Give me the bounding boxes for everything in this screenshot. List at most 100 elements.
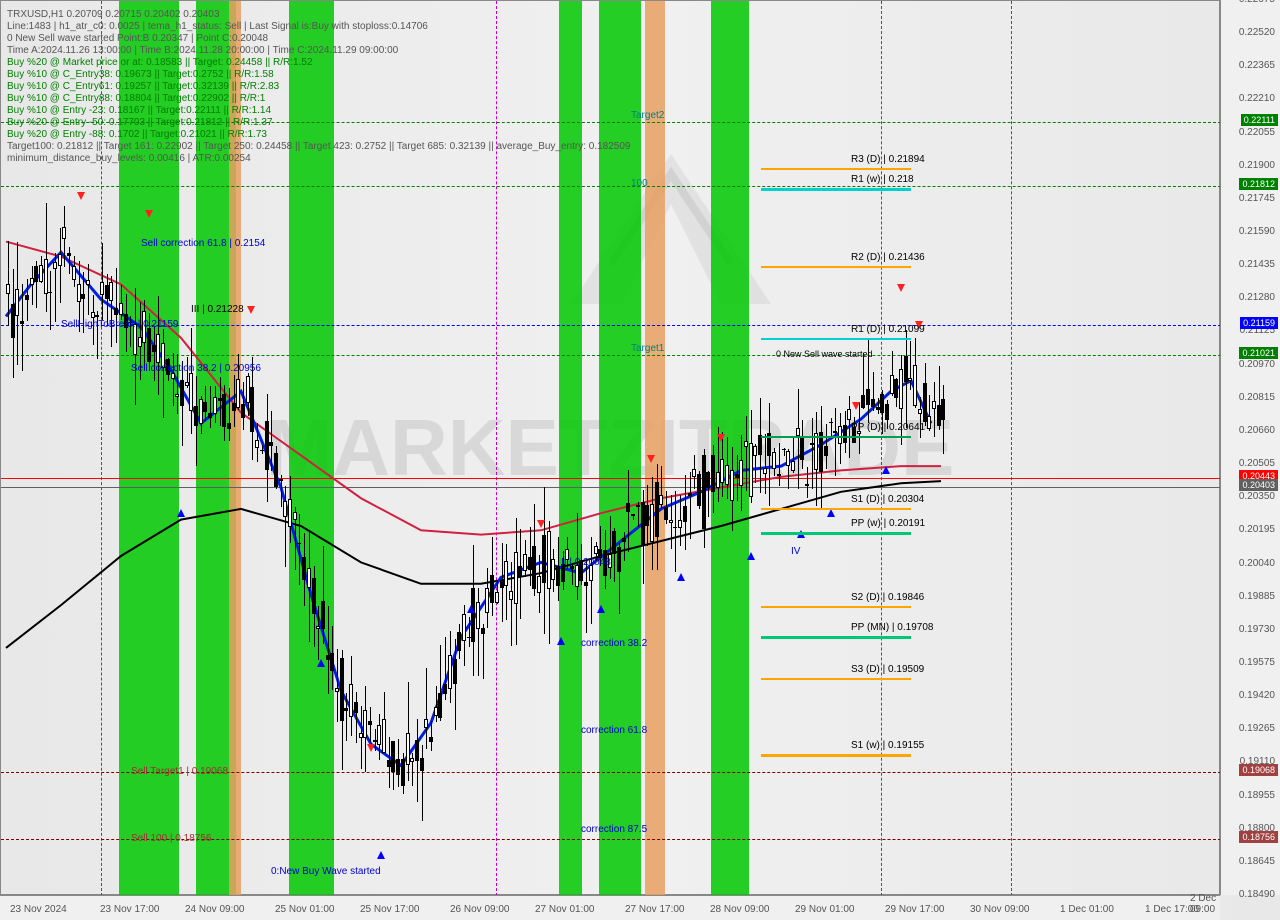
signal-arrow: [597, 605, 605, 613]
chart-annotation: 0:New Buy Wave started: [271, 866, 381, 877]
y-axis-label: 0.19730: [1239, 624, 1275, 635]
pivot-line: [761, 338, 911, 340]
price-tag: 0.21159: [1240, 317, 1278, 329]
info-line: 0 New Sell wave started Point:B 0.20347 …: [7, 33, 268, 44]
pivot-label: R1 (D) | 0.21099: [851, 324, 925, 335]
signal-arrow: [852, 402, 860, 410]
chart-annotation: correction 61.8: [581, 725, 647, 736]
y-axis-label: 0.20505: [1239, 458, 1275, 469]
signal-arrow: [882, 466, 890, 474]
pivot-label: R1 (w) | 0.218: [851, 174, 914, 185]
info-line: Buy %10 @ C_Entry88: 0.18804 || Target:0…: [7, 93, 265, 104]
x-axis-label: 2 Dec 09:00: [1190, 893, 1220, 915]
signal-arrow: [537, 520, 545, 528]
y-axis-label: 0.20970: [1239, 359, 1275, 370]
x-axis-label: 25 Nov 01:00: [275, 904, 335, 915]
horizontal-line: [1, 487, 1221, 488]
info-line: Line:1483 | h1_atr_c0: 0.0025 | tema_h1_…: [7, 21, 428, 32]
y-axis-label: 0.20660: [1239, 425, 1275, 436]
pivot-label: S2 (D) | 0.19846: [851, 592, 924, 603]
pivot-line: [761, 508, 911, 510]
price-tag: 0.19068: [1239, 764, 1278, 776]
x-axis-label: 27 Nov 01:00: [535, 904, 595, 915]
info-line: Target100: 0.21812 || Target 161: 0.2290…: [7, 141, 631, 152]
y-axis-label: 0.19885: [1239, 591, 1275, 602]
info-line: Buy %20 @ Market price or at: 0.18583 ||…: [7, 57, 313, 68]
pivot-label: PP (MN) | 0.19708: [851, 622, 933, 633]
y-axis-label: 0.21280: [1239, 292, 1275, 303]
hline-label: Target1: [631, 343, 664, 354]
chart-annotation: SellHighToBreak | 0.21159: [61, 319, 179, 330]
pivot-line: [761, 436, 911, 438]
x-axis-label: 28 Nov 09:00: [710, 904, 770, 915]
signal-arrow: [557, 637, 565, 645]
y-axis: 0.226750.225200.223650.222100.220550.219…: [1220, 0, 1280, 895]
y-axis-label: 0.19420: [1239, 690, 1275, 701]
pivot-line: [761, 168, 911, 170]
pivot-label: R2 (D) | 0.21436: [851, 252, 925, 263]
y-axis-label: 0.18955: [1239, 790, 1275, 801]
info-line: Buy %20 @ Entry -88: 0.1702 || Target:0.…: [7, 129, 267, 140]
pivot-line: [761, 532, 911, 535]
info-line: Buy %10 @ Entry -23: 0.18167 || Target:0…: [7, 105, 271, 116]
chart-annotation: III | 0.21228: [191, 304, 244, 315]
y-axis-label: 0.20195: [1239, 524, 1275, 535]
signal-arrow: [177, 509, 185, 517]
x-axis-label: 30 Nov 09:00: [970, 904, 1030, 915]
signal-arrow: [717, 434, 725, 442]
green-zone: [289, 1, 334, 896]
pivot-label: S1 (D) | 0.20304: [851, 494, 924, 505]
signal-arrow: [377, 851, 385, 859]
horizontal-line: [1, 478, 1221, 479]
y-axis-label: 0.19265: [1239, 723, 1275, 734]
signal-arrow: [77, 192, 85, 200]
vertical-line: [881, 1, 882, 896]
vertical-line: [1011, 1, 1012, 896]
pivot-line: [761, 606, 911, 608]
y-axis-label: 0.18490: [1239, 889, 1275, 900]
orange-zone: [645, 1, 665, 896]
chart-plot-area[interactable]: MARKETZITRADE Target2Target1 R3 (D) | 0.…: [0, 0, 1220, 895]
vertical-line: [496, 1, 497, 896]
info-line: TRXUSD,H1 0.20709 0.20715 0.20402 0.2040…: [7, 9, 219, 20]
info-line: Buy %10 @ C_Entry38: 0.19673 || Target:0…: [7, 69, 274, 80]
chart-annotation: 0 New Sell wave started: [776, 349, 873, 359]
signal-arrow: [647, 455, 655, 463]
price-tag: 0.21021: [1239, 347, 1278, 359]
signal-arrow: [467, 605, 475, 613]
signal-arrow: [747, 552, 755, 560]
chart-annotation: Sell correction 61.8 | 0.2154: [141, 238, 265, 249]
y-axis-label: 0.21590: [1239, 226, 1275, 237]
x-axis-label: 23 Nov 17:00: [100, 904, 160, 915]
y-axis-label: 0.20815: [1239, 392, 1275, 403]
x-axis-label: 29 Nov 17:00: [885, 904, 945, 915]
x-axis-label: 24 Nov 09:00: [185, 904, 245, 915]
signal-arrow: [827, 509, 835, 517]
horizontal-line: [1, 186, 1221, 187]
signal-arrow: [145, 210, 153, 218]
signal-arrow: [677, 573, 685, 581]
y-axis-label: 0.20350: [1239, 491, 1275, 502]
signal-arrow: [897, 284, 905, 292]
x-axis-label: 29 Nov 01:00: [795, 904, 855, 915]
pivot-label: PP (w) | 0.20191: [851, 518, 925, 529]
chart-container: MARKETZITRADE Target2Target1 R3 (D) | 0.…: [0, 0, 1280, 920]
green-zone: [559, 1, 582, 896]
chart-annotation: correction 87.5: [581, 824, 647, 835]
x-axis-label: 23 Nov 2024: [10, 904, 67, 915]
horizontal-line: [1, 325, 1221, 326]
pivot-label: S1 (w) | 0.19155: [851, 740, 924, 751]
chart-annotation: II | 0.20048: [561, 557, 611, 568]
hline-label: Target2: [631, 110, 664, 121]
y-axis-label: 0.22210: [1239, 93, 1275, 104]
pivot-line: [761, 678, 911, 680]
x-axis-label: 27 Nov 17:00: [625, 904, 685, 915]
chart-annotation: IV: [791, 546, 800, 557]
horizontal-line: [1, 355, 1221, 356]
signal-arrow: [317, 659, 325, 667]
pivot-line: [761, 636, 911, 639]
price-tag: 0.18756: [1239, 831, 1278, 843]
chart-annotation: Sell 100 | 0.18756: [131, 833, 211, 844]
chart-annotation: Sell correction 38.2 | 0.20956: [131, 363, 261, 374]
pivot-line: [761, 266, 911, 268]
